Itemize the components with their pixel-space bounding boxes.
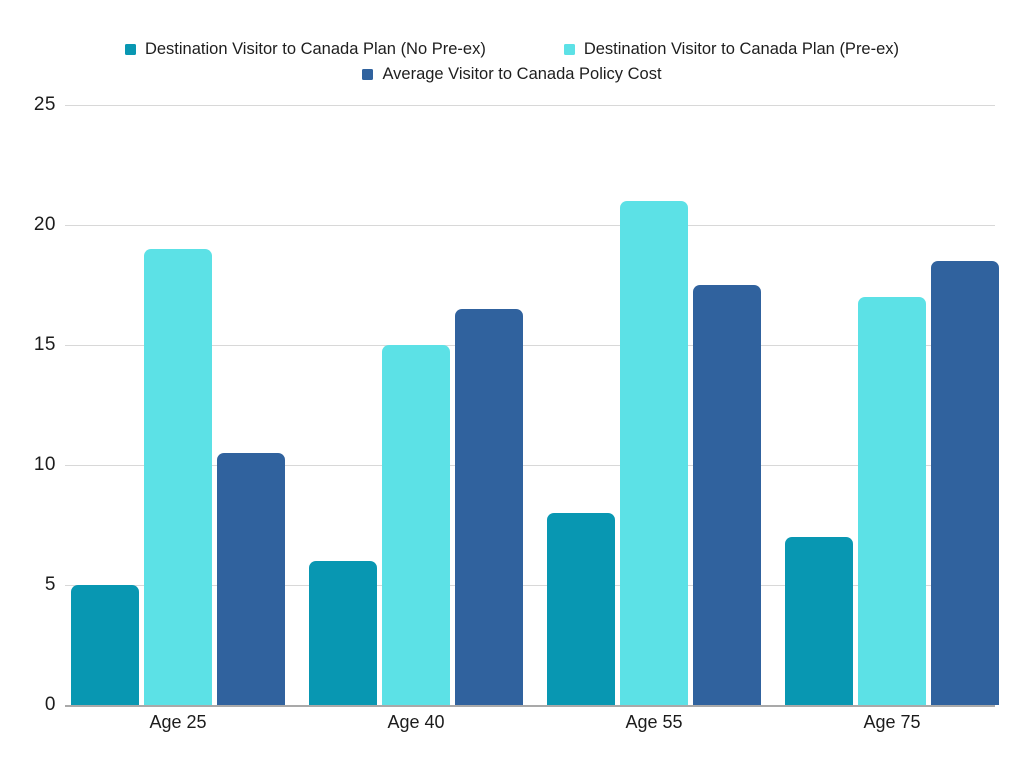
bar	[309, 561, 377, 705]
y-axis-tick-label: 5	[44, 574, 56, 595]
gridline	[65, 345, 995, 346]
bar	[455, 309, 523, 705]
bar	[217, 453, 285, 705]
x-axis-category-label: Age 40	[387, 712, 445, 732]
y-axis-tick-label: 20	[33, 214, 56, 235]
legend-marker-icon	[362, 69, 374, 80]
gridline	[65, 465, 995, 466]
chart-legend: Destination Visitor to Canada Plan (No P…	[22, 40, 1002, 84]
y-axis-tick-label: 0	[44, 694, 56, 715]
bar	[620, 201, 688, 705]
legend-marker-icon	[124, 44, 136, 55]
plot-area	[65, 105, 999, 707]
legend-row: Average Visitor to Canada Policy Cost	[362, 65, 662, 84]
bar	[693, 285, 761, 705]
bar-group	[309, 105, 523, 705]
legend-item: Average Visitor to Canada Policy Cost	[362, 65, 662, 84]
y-axis-tick-label: 25	[33, 94, 56, 115]
bar	[144, 249, 212, 705]
bar-group	[785, 105, 999, 705]
x-axis-category-label: Age 25	[149, 712, 207, 732]
bar	[858, 297, 926, 705]
y-axis-tick-label: 15	[33, 334, 56, 355]
bar	[931, 261, 999, 705]
legend-item: Destination Visitor to Canada Plan (No P…	[124, 40, 486, 59]
bar	[785, 537, 853, 705]
x-axis-category-label: Age 55	[625, 712, 683, 732]
bar-group	[71, 105, 285, 705]
bar-group	[547, 105, 761, 705]
legend-label: Destination Visitor to Canada Plan (No P…	[144, 40, 486, 58]
legend-row: Destination Visitor to Canada Plan (No P…	[124, 40, 900, 59]
legend-item: Destination Visitor to Canada Plan (Pre-…	[563, 40, 900, 59]
legend-marker-icon	[563, 44, 575, 55]
gridline	[65, 585, 995, 586]
legend-label: Destination Visitor to Canada Plan (Pre-…	[583, 40, 900, 58]
gridline	[65, 225, 995, 226]
legend-label: Average Visitor to Canada Policy Cost	[382, 65, 662, 83]
bar	[71, 585, 139, 705]
bar	[382, 345, 450, 705]
x-axis-category-label: Age 75	[863, 712, 921, 732]
y-axis-tick-label: 10	[33, 454, 56, 475]
gridline	[65, 105, 995, 106]
bar	[547, 513, 615, 705]
